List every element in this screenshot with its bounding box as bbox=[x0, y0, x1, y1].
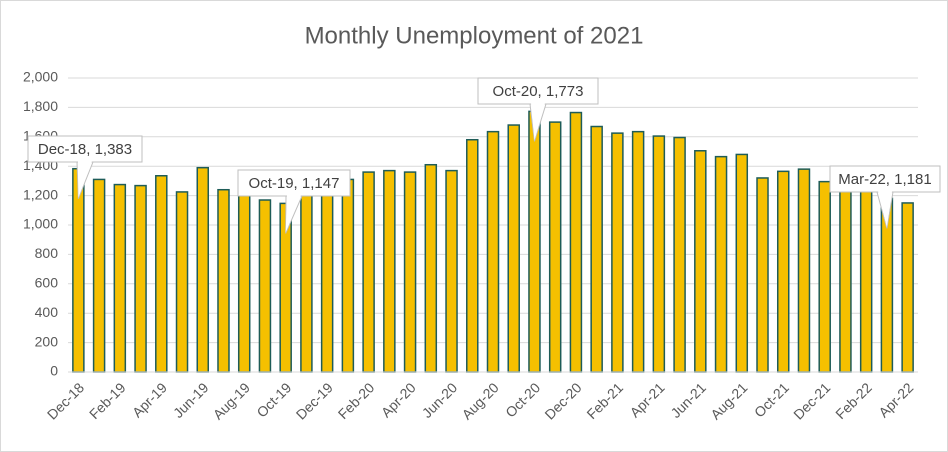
bar bbox=[258, 199, 272, 373]
data-label: Mar-22, 1,181 bbox=[838, 171, 931, 188]
bar bbox=[631, 130, 645, 373]
bar bbox=[134, 184, 147, 373]
callout-cover bbox=[285, 195, 301, 233]
bar bbox=[341, 178, 355, 373]
callout-cover bbox=[531, 103, 545, 141]
y-tick-label: 1,200 bbox=[23, 186, 58, 202]
callout-box bbox=[477, 77, 599, 105]
callout-box bbox=[829, 165, 941, 193]
bar bbox=[756, 177, 769, 373]
bar bbox=[424, 163, 438, 373]
data-label: Oct-20, 1,773 bbox=[493, 83, 584, 100]
bar bbox=[901, 202, 914, 373]
y-tick-label: 200 bbox=[35, 333, 59, 349]
y-tick-label: 400 bbox=[35, 304, 59, 320]
y-tick-label: 1,800 bbox=[23, 98, 58, 114]
y-tick-label: 2,000 bbox=[23, 69, 58, 85]
chart-title: Monthly Unemployment of 2021 bbox=[305, 22, 644, 49]
bar bbox=[383, 169, 396, 373]
bar bbox=[466, 138, 479, 373]
bar bbox=[72, 167, 85, 373]
bar bbox=[320, 190, 334, 373]
bar bbox=[590, 125, 603, 373]
bar bbox=[797, 168, 811, 373]
y-tick-label: 1,000 bbox=[23, 216, 58, 232]
bar bbox=[92, 178, 106, 373]
bar bbox=[507, 124, 520, 373]
bar bbox=[300, 193, 313, 373]
bar bbox=[196, 166, 210, 373]
bar bbox=[217, 188, 230, 373]
bar bbox=[776, 170, 790, 373]
bar bbox=[528, 110, 541, 373]
bar bbox=[445, 169, 458, 373]
bar bbox=[155, 175, 168, 373]
y-tick-label: 0 bbox=[50, 363, 58, 379]
data-label: Oct-19, 1,147 bbox=[249, 175, 340, 192]
y-tick-label: 600 bbox=[35, 275, 59, 291]
bar bbox=[859, 188, 873, 373]
bar bbox=[113, 183, 127, 373]
bar bbox=[362, 171, 375, 373]
bar bbox=[735, 153, 749, 373]
bar bbox=[569, 111, 583, 373]
y-tick-label: 800 bbox=[35, 245, 59, 261]
bar bbox=[403, 171, 417, 373]
bar bbox=[839, 186, 852, 373]
bar bbox=[611, 132, 624, 373]
callout-box bbox=[27, 135, 143, 163]
bar bbox=[694, 150, 707, 373]
callout-cover bbox=[78, 161, 92, 198]
bar bbox=[175, 191, 189, 373]
bar bbox=[548, 121, 562, 373]
data-label: Dec-18, 1,383 bbox=[38, 141, 132, 158]
callout-box bbox=[237, 169, 351, 197]
bar bbox=[818, 180, 831, 373]
bar bbox=[486, 130, 500, 373]
bar bbox=[237, 194, 251, 373]
callout-cover bbox=[878, 191, 892, 228]
bar bbox=[714, 155, 728, 373]
bar bbox=[652, 135, 666, 373]
bar bbox=[673, 136, 686, 373]
